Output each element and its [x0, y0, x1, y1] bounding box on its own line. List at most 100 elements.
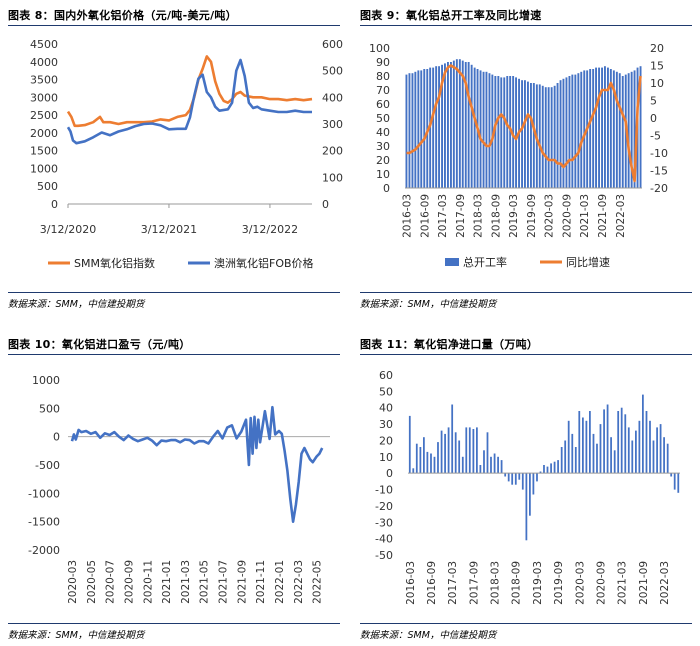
y-left-tick-label: 2500 [30, 109, 58, 122]
y-tick-label: 50 [379, 385, 393, 398]
y-left-tick-label: 50 [376, 112, 390, 125]
bar [479, 70, 482, 188]
figure-10-chart: 1000 500 0 -500 -1000 -1500 -2000 2020-03 2020-0… [0, 357, 350, 621]
bar [411, 73, 414, 188]
bar [595, 67, 597, 188]
bar [479, 465, 482, 474]
bar [514, 473, 517, 485]
y-left-tick-label: 0 [51, 198, 58, 211]
bar [486, 432, 489, 474]
x-tick-label: 2022-01 [274, 560, 286, 604]
bar [666, 443, 669, 474]
bar [485, 71, 488, 188]
figure-9-chart: 100 90 80 70 60 50 40 30 20 10 0 20 15 10 5 0 -5 -10 -15 -2… [350, 28, 700, 290]
bar [589, 69, 592, 188]
x-tick-label: 2020-09 [596, 561, 608, 605]
bar [461, 60, 464, 188]
bar [423, 437, 425, 474]
bar [419, 447, 422, 474]
figure-9-bottom-rule [360, 292, 692, 293]
y-tick-label: 0 [53, 431, 60, 444]
y-right-tick-label: 0 [322, 198, 329, 211]
bar [544, 87, 547, 188]
bar [488, 73, 491, 188]
bar [604, 66, 606, 188]
y-left-tick-label: 10 [376, 168, 390, 181]
x-tick-label: 2021-11 [255, 560, 267, 604]
bar [451, 404, 454, 474]
x-tick-label: 2016-09 [426, 561, 438, 605]
bar [546, 466, 549, 474]
y-right-tick-label: 200 [322, 145, 343, 158]
x-tick-label: 2021-09 [597, 194, 609, 238]
figure-8-title-rule [8, 25, 340, 26]
bar [673, 473, 676, 490]
y-right-tick-label: 400 [322, 91, 343, 104]
bar [574, 74, 577, 188]
y-left-tick-label: 4000 [30, 56, 58, 69]
x-tick-label: 2017-03 [437, 194, 449, 238]
c1-svg: 100908070605040302010020151050-5-10-15-2… [369, 42, 668, 269]
y-left-tick-label: 80 [376, 70, 390, 83]
y-tick-label: -1000 [28, 487, 60, 500]
bar [670, 473, 673, 477]
bar [562, 78, 565, 188]
x-tick-label: 2020-03 [544, 194, 556, 238]
y-tick-label: 500 [39, 402, 60, 415]
bar [652, 440, 655, 474]
profit-line [70, 405, 324, 523]
bar [465, 427, 468, 474]
bar [577, 73, 580, 188]
y-left-tick-label: 60 [376, 98, 390, 111]
figure-9-title-rule [360, 25, 692, 26]
x-tick-label: 2017-03 [447, 561, 459, 605]
bar [606, 404, 609, 474]
bar [455, 59, 458, 189]
y-left-tick-label: 100 [369, 42, 390, 55]
bar [426, 69, 429, 188]
legend-smm-label: SMM氧化铝指数 [74, 256, 155, 270]
bar [458, 59, 461, 189]
figure-10-source: 数据来源：SMM，中信建投期货 [8, 630, 145, 641]
y-right-tick-label: -10 [650, 147, 668, 160]
y-left-tick-label: 1500 [30, 145, 58, 158]
y-left-tick-label: 1000 [30, 162, 58, 175]
figure-8-title: 图表 8：国内外氧化铝价格（元/吨-美元/吨） [8, 9, 237, 22]
bar [599, 424, 602, 474]
bar [557, 460, 559, 474]
bar [607, 67, 609, 188]
y-tick-label: -50 [375, 549, 393, 562]
y-tick-label: 0 [386, 467, 393, 480]
x-tick-label: 2017-09 [468, 561, 480, 605]
legend-rate-label: 总开工率 [463, 255, 507, 269]
y-right-tick-label: -15 [650, 165, 668, 178]
bar [447, 427, 450, 474]
y-right-tick-label: 500 [322, 65, 343, 78]
legend-growth-label: 同比增速 [566, 255, 610, 269]
x-tick-label: 2016-03 [405, 561, 417, 605]
x-tick-label: 2021-07 [218, 560, 230, 604]
bar [627, 427, 630, 474]
x-tick-label: 2022-05 [312, 560, 324, 604]
bar [527, 81, 529, 188]
x-tick-label: 2021-05 [199, 560, 211, 604]
y-left-tick-label: 70 [376, 84, 390, 97]
x-tick-label: 2018-03 [490, 561, 502, 605]
growth-line [406, 64, 642, 183]
bar [541, 85, 544, 188]
bar [529, 473, 531, 516]
x-tick-label: 2019-03 [532, 561, 544, 605]
bar [438, 66, 440, 188]
x-tick-label: 2021-01 [161, 560, 173, 604]
bar [589, 411, 591, 474]
y-tick-label: -10 [375, 484, 393, 497]
y-right-tick-label: -20 [650, 182, 668, 195]
x-tick-label: 2016-09 [419, 194, 431, 238]
y-left-tick-label: 0 [383, 182, 390, 195]
bar [420, 70, 423, 188]
bar [503, 77, 506, 188]
bar [583, 70, 586, 188]
bar [515, 77, 517, 188]
y-left-tick-label: 3500 [30, 74, 58, 87]
y-right-tick-label: 300 [322, 118, 343, 131]
